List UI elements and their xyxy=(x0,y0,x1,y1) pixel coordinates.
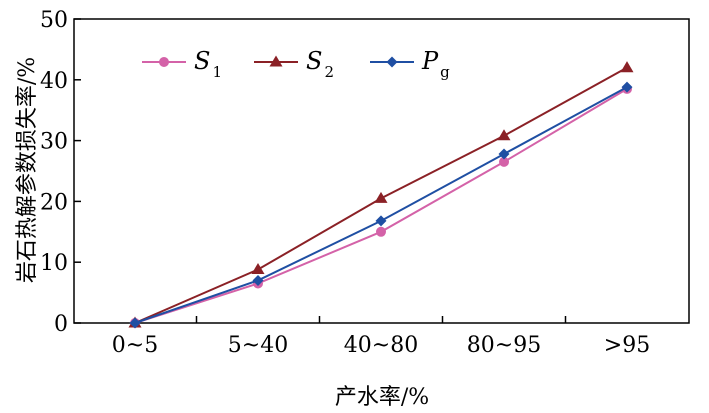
legend-marker xyxy=(386,56,398,68)
x-tick-label: 0~5 xyxy=(112,333,158,358)
data-point xyxy=(129,317,141,329)
x-axis-label: 产水率/% xyxy=(335,385,429,410)
data-point xyxy=(251,262,265,275)
x-axis-ticks: 0~5 5~40 40~80 80~95 >95 xyxy=(112,316,650,358)
data-point xyxy=(620,61,634,73)
data-point xyxy=(375,215,387,227)
legend-marker xyxy=(269,55,283,67)
x-tick-label: 5~40 xyxy=(228,333,288,358)
y-tick-label: 30 xyxy=(40,130,68,155)
series-pg xyxy=(129,81,633,329)
data-point xyxy=(252,274,264,286)
data-point xyxy=(374,191,388,203)
series-group xyxy=(128,61,634,329)
series-line xyxy=(134,88,628,324)
series-line xyxy=(134,86,628,324)
series-s2 xyxy=(128,61,634,328)
series-s1 xyxy=(130,83,632,328)
y-tick-label: 40 xyxy=(40,69,68,94)
data-point xyxy=(621,81,633,93)
data-point xyxy=(498,148,510,160)
x-tick-label: >95 xyxy=(604,333,650,358)
data-point xyxy=(376,226,386,237)
y-axis-label: 岩石热解参数损失率/% xyxy=(15,57,40,283)
x-tick-label: 40~80 xyxy=(344,333,418,358)
plot-frame xyxy=(73,18,690,324)
y-tick-label: 20 xyxy=(40,190,68,215)
data-point xyxy=(497,129,511,141)
y-axis-ticks: 0 10 20 30 40 50 xyxy=(40,8,81,337)
y-tick-label: 10 xyxy=(40,251,68,276)
y-tick-label: 0 xyxy=(54,312,68,337)
legend-marker xyxy=(159,57,169,67)
axes xyxy=(73,18,690,324)
y-tick-label: 50 xyxy=(40,8,68,33)
x-tick-label: 80~95 xyxy=(467,333,541,358)
